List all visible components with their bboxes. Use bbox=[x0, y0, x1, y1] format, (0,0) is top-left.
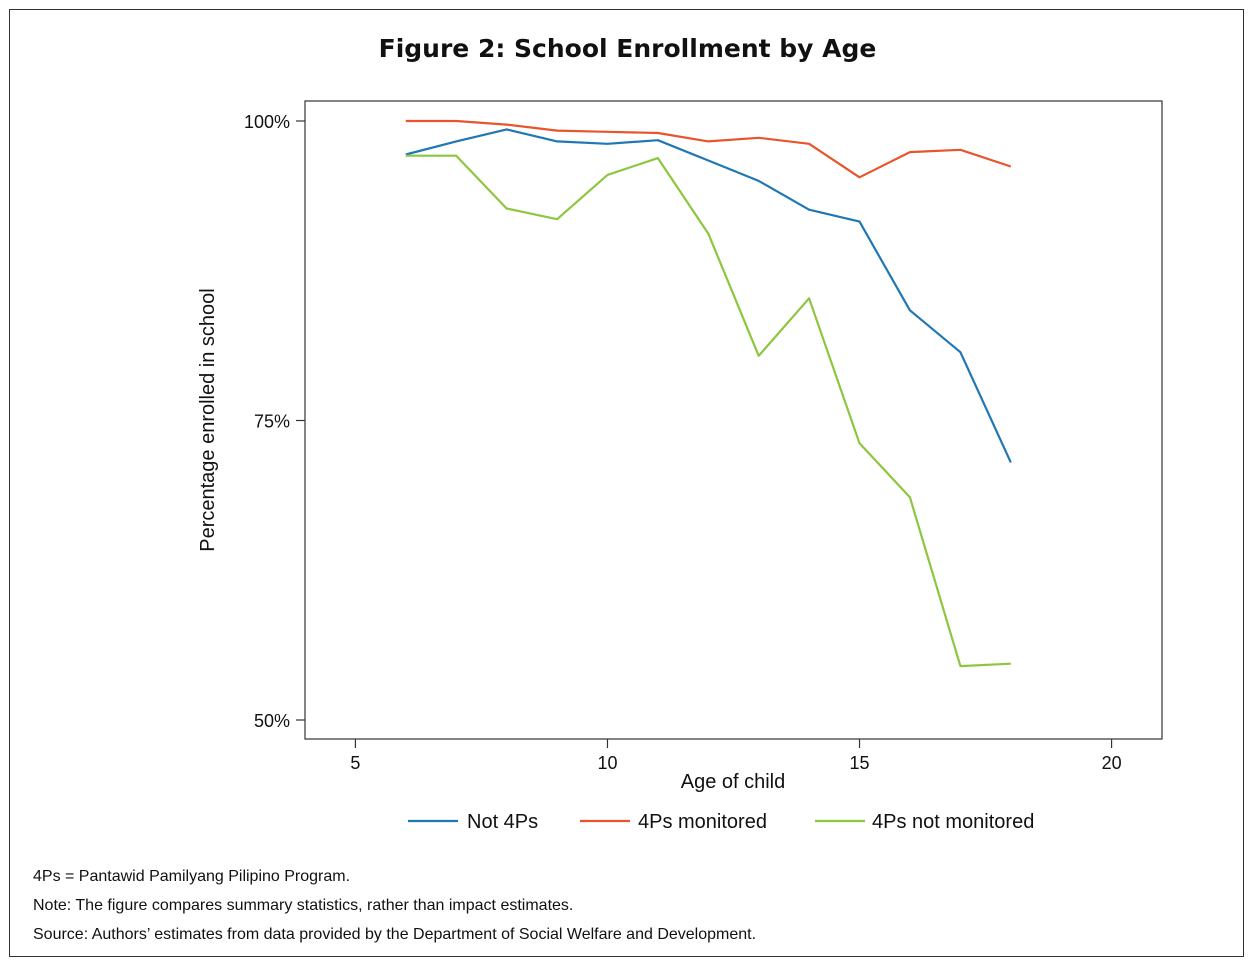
y-tick-label: 75% bbox=[254, 412, 290, 432]
legend-label-4ps-not-monitored: 4Ps not monitored bbox=[872, 811, 1034, 833]
series-line-not-4ps bbox=[405, 128, 1012, 463]
plot-area bbox=[304, 100, 1163, 740]
x-tick-label: 15 bbox=[850, 753, 870, 773]
figure-notes: 4Ps = Pantawid Pamilyang Pilipino Progra… bbox=[33, 862, 756, 949]
y-tick-label: 100% bbox=[244, 112, 290, 132]
y-axis-label: Percentage enrolled in school bbox=[197, 288, 219, 552]
series-line-4ps-not-monitored bbox=[405, 154, 1011, 668]
y-tick-label: 50% bbox=[254, 711, 290, 731]
legend-label-not-4ps: Not 4Ps bbox=[467, 811, 538, 833]
x-tick-label: 10 bbox=[597, 753, 617, 773]
figure-frame bbox=[9, 9, 1244, 957]
note-comparison: Note: The figure compares summary statis… bbox=[33, 897, 574, 914]
x-tick-label: 20 bbox=[1102, 753, 1122, 773]
legend-label-4ps-monitored: 4Ps monitored bbox=[638, 811, 767, 833]
x-axis: 5 10 15 20 bbox=[350, 739, 1122, 773]
series-line-4ps-monitored bbox=[405, 119, 1012, 179]
y-axis: 50% 75% 100% bbox=[244, 112, 305, 731]
chart-title: Figure 2: School Enrollment by Age bbox=[378, 34, 877, 63]
note-source: Source: Authors’ estimates from data pro… bbox=[33, 926, 757, 943]
note-abbreviation: 4Ps = Pantawid Pamilyang Pilipino Progra… bbox=[33, 868, 351, 885]
x-tick-label: 5 bbox=[350, 753, 360, 773]
series-lines bbox=[405, 119, 1012, 668]
legend: Not 4Ps 4Ps monitored 4Ps not monitored bbox=[408, 811, 1034, 833]
x-axis-label: Age of child bbox=[681, 771, 786, 793]
